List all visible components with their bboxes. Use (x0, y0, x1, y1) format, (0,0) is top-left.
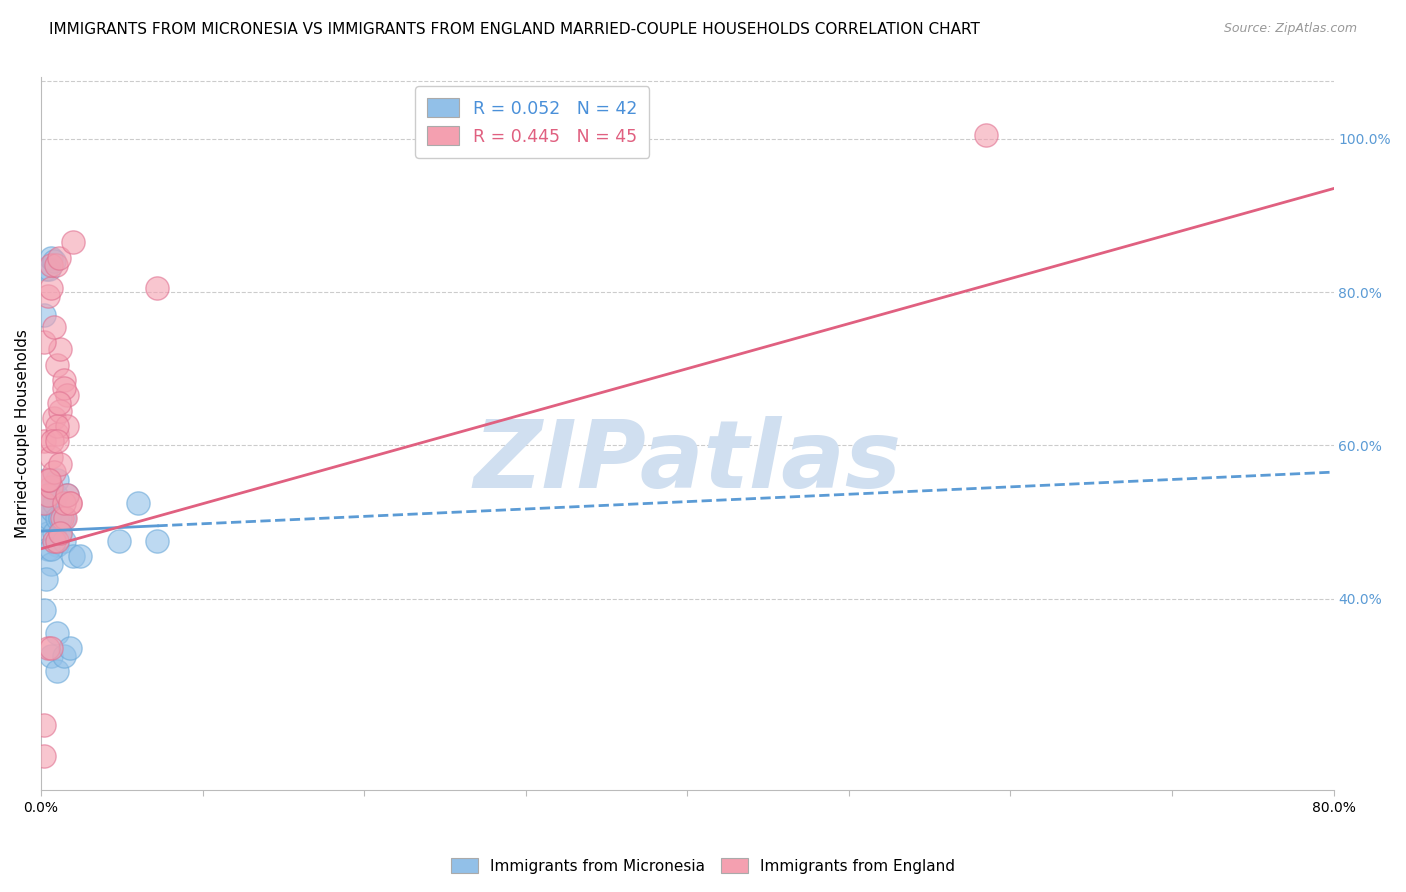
Point (39, 480, 62, 494)
Point (38, 496, 60, 510)
Text: ZIPatlas: ZIPatlas (474, 417, 901, 508)
Point (146, 534, 169, 549)
Point (107, 534, 129, 549)
Point (45, 258, 67, 272)
Point (42, 496, 65, 510)
Point (34, 511, 56, 525)
Point (38, 262, 60, 277)
Point (62, 549, 84, 564)
Point (48, 251, 70, 265)
Point (46, 358, 69, 372)
Point (62, 235, 84, 250)
Point (39, 488, 62, 502)
Point (53, 511, 76, 525)
Point (52, 381, 75, 395)
Point (49, 458, 72, 472)
Point (52, 648, 75, 663)
Legend: Immigrants from Micronesia, Immigrants from England: Immigrants from Micronesia, Immigrants f… (444, 852, 962, 880)
Point (37, 641, 59, 656)
Point (59, 641, 82, 656)
Point (127, 496, 149, 510)
Point (42, 534, 65, 549)
Point (39, 641, 62, 656)
Point (37, 526, 59, 541)
Point (46, 534, 69, 549)
Point (46, 426, 69, 441)
Point (34, 603, 56, 617)
Point (34, 496, 56, 510)
Point (37, 473, 59, 487)
Point (45, 488, 67, 502)
Point (48, 396, 70, 410)
Text: Source: ZipAtlas.com: Source: ZipAtlas.com (1223, 22, 1357, 36)
Point (56, 419, 79, 434)
Point (37, 541, 59, 556)
Point (34, 718, 56, 732)
Point (56, 388, 79, 402)
Text: IMMIGRANTS FROM MICRONESIA VS IMMIGRANTS FROM ENGLAND MARRIED-COUPLE HOUSEHOLDS : IMMIGRANTS FROM MICRONESIA VS IMMIGRANTS… (49, 22, 980, 37)
Point (34, 434, 56, 449)
Point (34, 748, 56, 763)
Point (37, 488, 59, 502)
Point (42, 411, 65, 425)
Point (39, 258, 62, 272)
Point (49, 526, 72, 541)
Point (38, 473, 60, 487)
Point (37, 289, 59, 303)
Point (34, 496, 56, 510)
Point (59, 496, 82, 510)
Point (52, 373, 75, 387)
Legend: R = 0.052   N = 42, R = 0.445   N = 45: R = 0.052 N = 42, R = 0.445 N = 45 (415, 87, 650, 158)
Point (56, 488, 79, 502)
Point (49, 511, 72, 525)
Point (49, 343, 72, 357)
Point (46, 419, 69, 434)
Point (35, 262, 58, 277)
Y-axis label: Married-couple Households: Married-couple Households (15, 329, 30, 538)
Point (41, 434, 63, 449)
Point (39, 251, 62, 265)
Point (41, 503, 63, 517)
Point (35, 573, 58, 587)
Point (37, 488, 59, 502)
Point (52, 511, 75, 525)
Point (49, 511, 72, 525)
Point (42, 526, 65, 541)
Point (49, 526, 72, 541)
Point (46, 434, 69, 449)
Point (42, 319, 65, 334)
Point (51, 511, 73, 525)
Point (39, 281, 62, 295)
Point (39, 648, 62, 663)
Point (39, 450, 62, 464)
Point (59, 496, 82, 510)
Point (974, 128, 997, 142)
Point (46, 626, 69, 640)
Point (146, 281, 169, 295)
Point (34, 334, 56, 349)
Point (69, 549, 91, 564)
Point (42, 500, 65, 514)
Point (39, 541, 62, 556)
Point (52, 496, 75, 510)
Point (46, 473, 69, 487)
Point (46, 665, 69, 679)
Point (46, 511, 69, 525)
Point (46, 538, 69, 552)
Point (56, 488, 79, 502)
Point (39, 557, 62, 571)
Point (49, 404, 72, 418)
Point (52, 534, 75, 549)
Point (42, 254, 65, 268)
Point (34, 308, 56, 322)
Point (35, 473, 58, 487)
Point (38, 511, 60, 525)
Point (42, 465, 65, 479)
